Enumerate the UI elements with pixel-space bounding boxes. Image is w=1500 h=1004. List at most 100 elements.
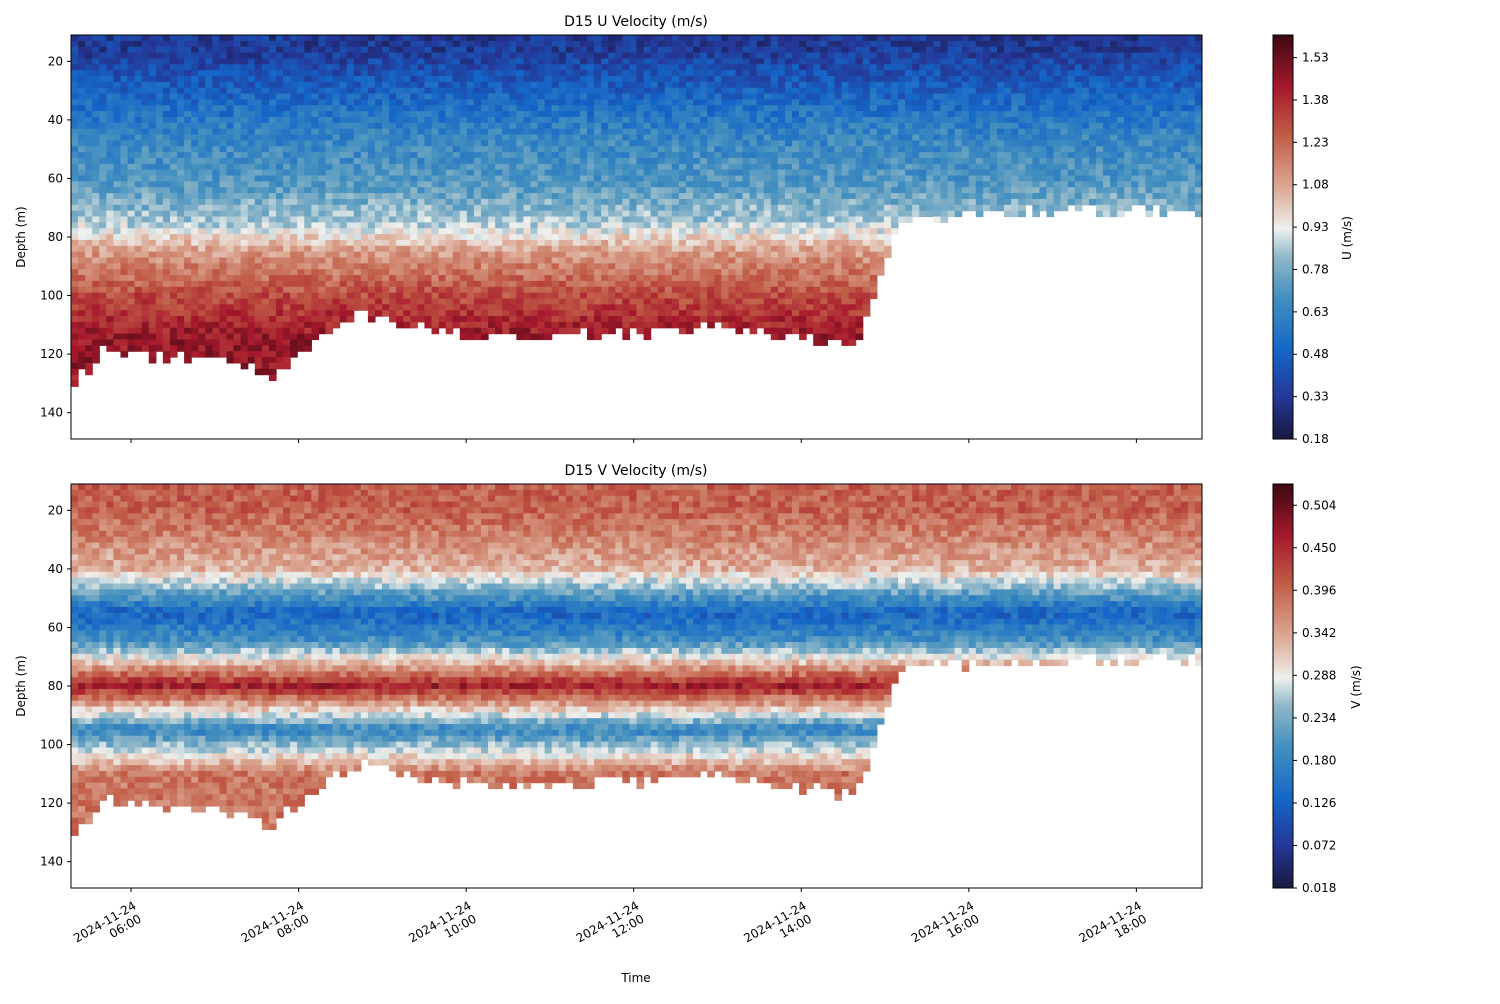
heatmap-cell [714, 245, 722, 253]
heatmap-cell [155, 146, 164, 153]
heatmap-cell [85, 146, 93, 153]
heatmap-cell [247, 304, 256, 311]
heatmap-cell [452, 140, 461, 147]
heatmap-cell [219, 75, 228, 83]
heatmap-cell [99, 251, 107, 259]
heatmap-cell [601, 321, 609, 329]
heatmap-cell [403, 70, 411, 77]
heatmap-cell [693, 152, 701, 159]
heatmap-cell [509, 228, 517, 235]
heatmap-cell [502, 40, 510, 48]
heatmap-cell [85, 122, 93, 130]
heatmap-cell [594, 99, 602, 106]
heatmap-cell [177, 210, 185, 218]
heatmap-cell [537, 298, 546, 305]
heatmap-cell [693, 263, 701, 270]
heatmap-cell [417, 263, 426, 270]
heatmap-cell [579, 234, 588, 241]
heatmap-cell [459, 210, 468, 218]
heatmap-cell [445, 175, 454, 182]
heatmap-cell [162, 216, 171, 223]
heatmap-cell [396, 122, 404, 130]
heatmap-cell [657, 81, 666, 89]
heatmap-cell [678, 263, 687, 270]
heatmap-cell [643, 163, 652, 171]
heatmap-cell [459, 163, 468, 171]
heatmap-cell [431, 146, 440, 153]
heatmap-cell [700, 251, 708, 259]
heatmap-cell [601, 93, 609, 101]
heatmap-cell [311, 187, 320, 194]
heatmap-cell [509, 105, 517, 112]
heatmap-cell [275, 111, 284, 118]
heatmap-cell [304, 245, 312, 253]
heatmap-cell [431, 81, 440, 89]
heatmap-cell [742, 93, 751, 101]
heatmap-cell [678, 81, 687, 89]
heatmap-cell [325, 134, 334, 141]
heatmap-cell [283, 111, 291, 118]
heatmap-cell [311, 81, 320, 89]
heatmap-cell [389, 175, 397, 182]
heatmap-cell [240, 234, 249, 241]
heatmap-cell [311, 175, 320, 182]
heatmap-cell [127, 275, 136, 282]
heatmap-cell [544, 298, 553, 305]
heatmap-cell [290, 40, 298, 48]
heatmap-cell [544, 116, 553, 124]
heatmap-cell [275, 280, 284, 288]
heatmap-cell [438, 93, 447, 101]
heatmap-cell [261, 40, 270, 48]
heatmap-cell [113, 333, 122, 341]
heatmap-cell [254, 204, 263, 212]
heatmap-cell [290, 339, 298, 346]
heatmap-cell [671, 193, 680, 200]
heatmap-cell [579, 46, 588, 54]
heatmap-cell [410, 81, 418, 89]
heatmap-cell [198, 58, 206, 65]
heatmap-cell [374, 58, 383, 65]
heatmap-cell [304, 280, 312, 288]
heatmap-cell [721, 263, 729, 270]
heatmap-cell [71, 187, 79, 194]
heatmap-cell [85, 175, 93, 182]
heatmap-cell [707, 275, 715, 282]
heatmap-cell [445, 239, 454, 247]
heatmap-cell [92, 122, 100, 130]
heatmap-cell [466, 111, 475, 118]
heatmap-cell [396, 286, 404, 294]
heatmap-cell [403, 46, 411, 54]
heatmap-cell [601, 304, 609, 311]
heatmap-cell [304, 181, 312, 188]
heatmap-cell [714, 87, 722, 95]
heatmap-cell [502, 187, 510, 194]
heatmap-cell [728, 310, 737, 317]
heatmap-cell [693, 52, 701, 60]
heatmap-cell [85, 163, 93, 171]
heatmap-cell [311, 64, 320, 71]
heatmap-cell [198, 275, 206, 282]
heatmap-cell [275, 181, 284, 188]
heatmap-cell [473, 35, 482, 42]
heatmap-cell [318, 310, 327, 317]
heatmap-cell [594, 193, 602, 200]
heatmap-cell [198, 111, 206, 118]
heatmap-cell [721, 40, 729, 48]
heatmap-cell [78, 263, 86, 270]
heatmap-cell [615, 304, 623, 311]
heatmap-cell [311, 116, 320, 124]
heatmap-cell [226, 99, 235, 106]
heatmap-cell [311, 280, 320, 288]
heatmap-cell [700, 58, 708, 65]
heatmap-cell [304, 152, 312, 159]
heatmap-cell [99, 204, 107, 212]
heatmap-cell [339, 99, 348, 106]
heatmap-cell [459, 81, 468, 89]
heatmap-cell [480, 87, 489, 95]
heatmap-cell [403, 169, 411, 177]
heatmap-cell [685, 280, 694, 288]
heatmap-cell [608, 222, 616, 229]
heatmap-cell [544, 222, 553, 229]
heatmap-cell [608, 175, 616, 182]
heatmap-cell [537, 157, 546, 165]
